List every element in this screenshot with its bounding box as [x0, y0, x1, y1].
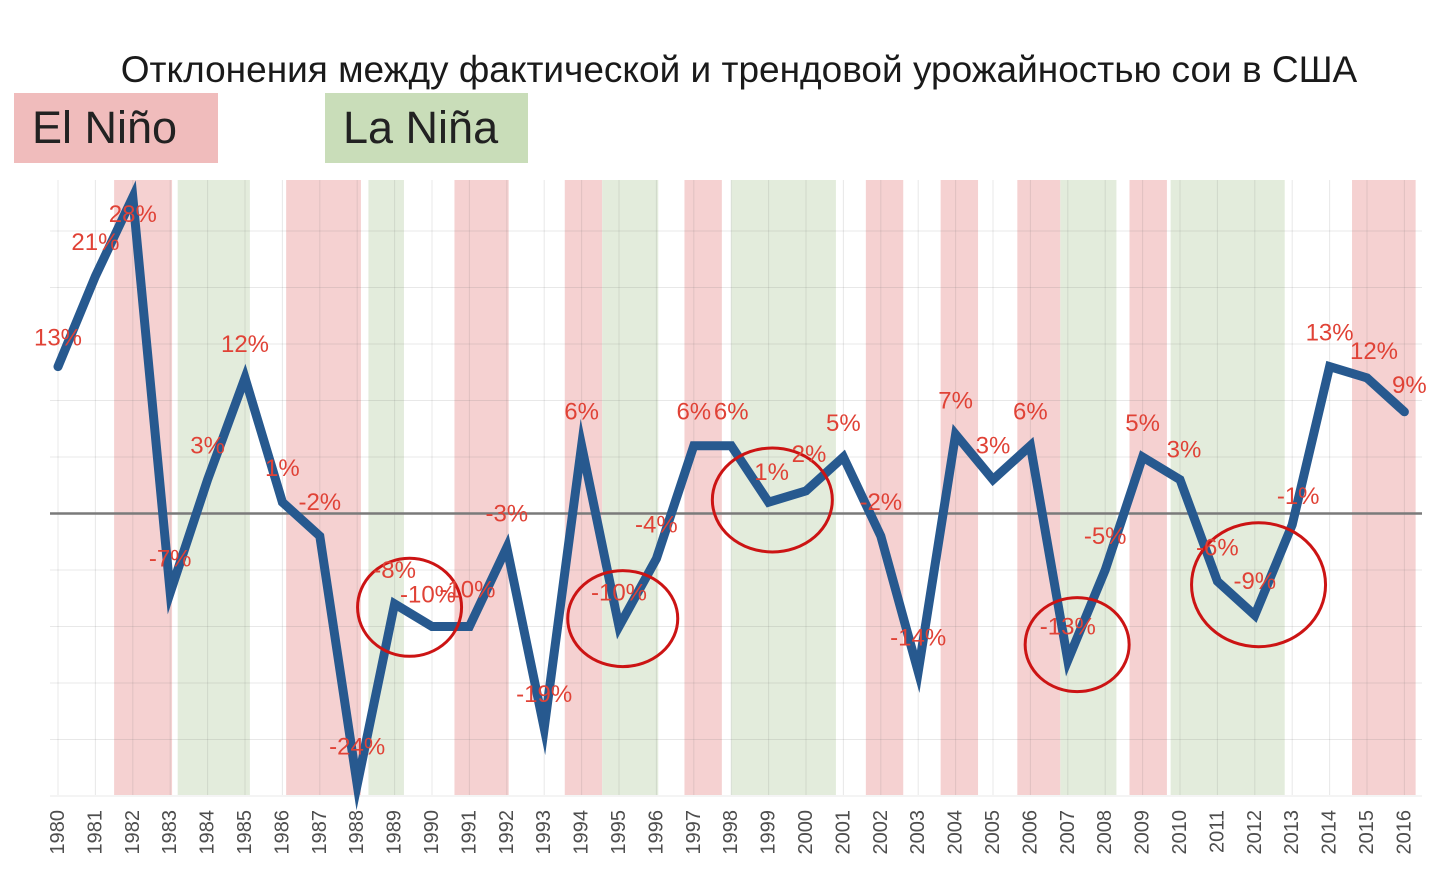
annotation-circle: [710, 446, 834, 554]
data-label: -9%: [1233, 568, 1276, 595]
x-axis-year-label: 1986: [271, 810, 293, 855]
data-label: 1%: [265, 455, 300, 482]
x-axis-year-label: 2010: [1169, 810, 1191, 855]
x-axis-year-label: 1983: [159, 810, 181, 855]
x-axis-year-label: 2000: [795, 810, 817, 855]
data-label: 1%: [754, 459, 789, 486]
data-label: -8%: [373, 557, 416, 584]
x-axis-year-label: 2009: [1132, 810, 1154, 855]
x-axis-year-label: 2013: [1281, 810, 1303, 855]
data-label: 28%: [109, 201, 157, 228]
x-axis-year-label: 1993: [533, 810, 555, 855]
data-label: 7%: [938, 387, 973, 414]
x-axis-year-label: 1980: [47, 810, 69, 855]
x-axis-year-label: 2007: [1057, 810, 1079, 855]
data-label: -24%: [329, 734, 385, 761]
legend-label-el-nino: El Niño: [32, 102, 178, 153]
data-label: -14%: [890, 625, 946, 652]
data-label: 3%: [976, 433, 1011, 460]
x-axis-year-label: 2003: [907, 810, 929, 855]
x-axis-year-label: 1985: [234, 810, 256, 855]
data-label: 5%: [826, 410, 861, 437]
x-axis-year-label: 1988: [346, 810, 368, 855]
x-axis-year-label: 2015: [1356, 810, 1378, 855]
x-axis-year-label: 2012: [1244, 810, 1266, 855]
data-label: -3%: [485, 500, 528, 527]
data-label: 12%: [1350, 338, 1398, 365]
x-axis-year-label: 1996: [645, 810, 667, 855]
legend-item-la-nina: La Niña: [325, 93, 528, 163]
x-axis-year-label: 1991: [458, 810, 480, 855]
legend: El Niño La Niña: [0, 93, 1448, 163]
x-axis-year-label: 2006: [1019, 810, 1041, 855]
page-title: Отклонения между фактической и трендовой…: [120, 48, 1358, 90]
x-axis-year-label: 1999: [758, 810, 780, 855]
x-axis-year-label: 1990: [421, 810, 443, 855]
x-axis-year-label: 1998: [720, 810, 742, 855]
el-nino-band: [684, 180, 722, 795]
x-axis-year-label: 1997: [683, 810, 705, 855]
el-nino-band: [454, 180, 509, 795]
legend-item-el-nino: El Niño: [14, 93, 218, 163]
data-label: -2%: [859, 489, 902, 516]
x-axis-year-label: 1982: [122, 810, 144, 855]
x-axis-year-label: 1984: [197, 810, 219, 855]
x-axis-year-label: 2008: [1094, 810, 1116, 855]
data-label: -6%: [1196, 534, 1239, 561]
data-label: 13%: [34, 325, 82, 352]
x-axis-year-label: 1987: [309, 810, 331, 855]
data-label: -4%: [635, 512, 678, 539]
data-label: 6%: [1013, 399, 1048, 426]
legend-label-la-nina: La Niña: [343, 102, 499, 153]
el-nino-band: [865, 180, 904, 795]
data-label: 6%: [676, 399, 711, 426]
trend-deviation-line: [53, 180, 1409, 811]
x-axis-year-label: 2011: [1206, 810, 1228, 853]
data-label: -10%: [400, 582, 456, 609]
x-axis-year-label: 1981: [84, 810, 106, 855]
data-label: 13%: [1306, 320, 1354, 347]
data-label: -1%: [1277, 483, 1320, 510]
data-label: 6%: [714, 399, 749, 426]
x-axis-year-label: 2002: [870, 810, 892, 855]
data-label: 3%: [1167, 437, 1202, 464]
annotation-circle: [566, 569, 680, 669]
data-label: 9%: [1392, 372, 1427, 399]
x-axis-year-label: 2004: [945, 810, 967, 855]
el-nino-band: [286, 180, 361, 795]
x-axis-year-label: 1992: [496, 810, 518, 855]
annotation-circle: [356, 556, 464, 658]
data-label: 5%: [1125, 410, 1160, 437]
x-axis-year-label: 2001: [832, 810, 854, 855]
data-label: 2%: [792, 441, 827, 468]
data-label: -2%: [298, 489, 341, 516]
la-nina-band: [602, 180, 659, 795]
x-axis-year-label: 2014: [1319, 810, 1341, 855]
data-label: -10%: [591, 580, 647, 607]
data-label: -13%: [1040, 613, 1096, 640]
x-axis-year-label: 2016: [1393, 810, 1415, 855]
annotation-circle: [1023, 596, 1131, 694]
la-nina-band: [1170, 180, 1285, 795]
annotation-circle: [1190, 521, 1328, 649]
data-label: 3%: [190, 433, 225, 460]
el-nino-band: [1352, 180, 1416, 795]
la-nina-band: [177, 180, 250, 795]
data-label: 12%: [221, 331, 269, 358]
x-axis-year-label: 2005: [982, 810, 1004, 855]
la-nina-band: [1060, 180, 1117, 795]
data-label: -19%: [516, 681, 572, 708]
data-label: -7%: [149, 546, 192, 573]
x-axis-year-label: 1989: [384, 810, 406, 855]
data-label: -5%: [1084, 523, 1127, 550]
la-nina-band: [731, 180, 836, 795]
el-nino-band: [564, 180, 603, 795]
data-label: 6%: [564, 399, 599, 426]
data-label: -10%: [439, 577, 495, 604]
x-axis-year-label: 1995: [608, 810, 630, 855]
data-label: 21%: [71, 229, 119, 256]
x-axis-year-label: 1994: [571, 810, 593, 855]
